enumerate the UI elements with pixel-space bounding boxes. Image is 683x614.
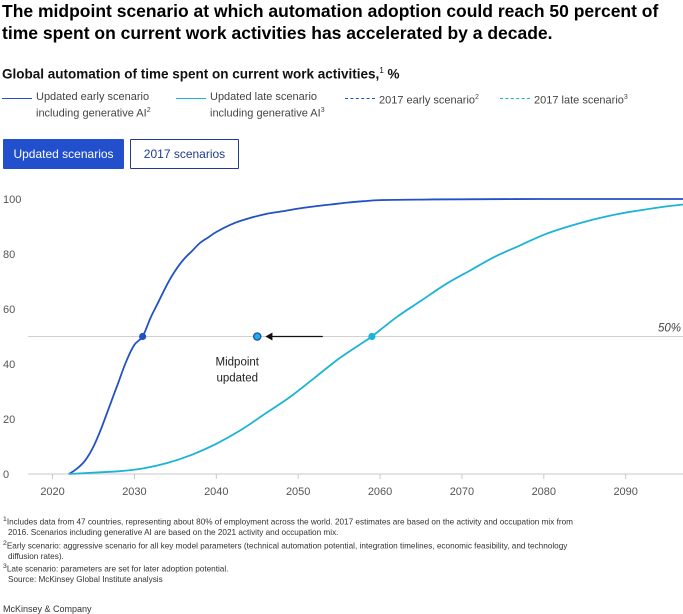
x-tick-label: 2080 <box>532 486 556 498</box>
footnote-3-ref: 3 <box>3 563 7 571</box>
x-tick-label: 2090 <box>613 486 637 498</box>
series-line-updated-early <box>68 198 683 475</box>
midpoint-marker <box>139 332 147 341</box>
subtitle-text: Global automation of time spent on curre… <box>2 66 380 82</box>
legend-text-2017-early: 2017 early scenario <box>379 94 476 107</box>
y-tick-label: 60 <box>3 304 15 316</box>
legend-swatch-2017-early <box>345 98 375 99</box>
brand-name: McKinsey & Company <box>3 604 92 614</box>
annotation-midpoint-line1: Midpoint <box>216 357 260 369</box>
footnote-3: 3Late scenario: parameters are set for l… <box>3 562 675 575</box>
legend-item-updated-late: Updated late scenario including generati… <box>176 91 340 121</box>
legend-sup-updated-late: 3 <box>320 107 325 114</box>
footnote-1-text: Includes data from 47 countries, represe… <box>6 517 573 527</box>
x-tick-label: 2070 <box>450 486 474 498</box>
x-tick-label: 2050 <box>286 486 310 498</box>
series-line-updated-late <box>68 203 683 475</box>
footnote-3-text: Late scenario: parameters are set for la… <box>6 564 229 574</box>
legend-label-updated-late: Updated late scenario including generati… <box>210 91 340 121</box>
legend-swatch-2017-late <box>500 98 530 99</box>
updated-scenarios-button[interactable]: Updated scenarios <box>3 139 124 169</box>
legend-swatch-updated-late <box>176 98 206 99</box>
source-note: Source: McKinsey Global Institute analys… <box>8 575 163 585</box>
footnote-1: 1Includes data from 47 countries, repres… <box>3 515 675 528</box>
footnote-2-continued: diffusion rates). <box>8 551 64 561</box>
legend-label-2017-early: 2017 early scenario2 <box>379 91 479 108</box>
midpoint-marker <box>252 332 262 341</box>
midpoint-arrow-head <box>265 332 273 341</box>
footnote-2-ref: 2 <box>3 539 7 547</box>
reference-line-label: 50% <box>658 323 681 335</box>
legend-item-2017-early: 2017 early scenario2 <box>345 91 479 108</box>
annotation-midpoint-line2: updated <box>216 373 258 385</box>
legend: Updated early scenario including generat… <box>0 91 683 121</box>
legend-item-updated-early: Updated early scenario including generat… <box>2 91 166 121</box>
footnote-1-ref: 1 <box>3 516 7 523</box>
legend-text-updated-early: Updated early scenario including generat… <box>36 91 150 120</box>
chart-subtitle: Global automation of time spent on curre… <box>2 66 400 82</box>
midpoint-marker <box>368 332 376 341</box>
y-tick-label: 40 <box>3 359 15 371</box>
x-tick-label: 2060 <box>368 486 392 498</box>
footnote-2: 2Early scenario: aggressive scenario for… <box>3 539 675 552</box>
2017-scenarios-button[interactable]: 2017 scenarios <box>130 139 239 169</box>
footnotes: 1Includes data from 47 countries, repres… <box>3 515 675 586</box>
y-tick-label: 100 <box>3 194 21 206</box>
x-tick-label: 2020 <box>40 486 64 498</box>
legend-label-2017-late: 2017 late scenario3 <box>534 91 628 108</box>
legend-swatch-updated-early <box>2 98 32 99</box>
y-tick-label: 80 <box>3 249 15 261</box>
subtitle-unit: % <box>383 66 400 82</box>
y-tick-label: 0 <box>3 469 9 481</box>
footnote-1-continued: 2016. Scenarios including generative AI … <box>8 528 339 538</box>
x-tick-label: 2030 <box>122 486 146 498</box>
x-tick-label: 2040 <box>204 486 228 498</box>
legend-sup-updated-early: 2 <box>146 107 151 114</box>
subtitle-footnote-ref: 1 <box>379 66 384 75</box>
legend-sup-2017-late: 3 <box>623 94 628 101</box>
chart-title: The midpoint scenario at which automatio… <box>2 1 659 43</box>
legend-text-updated-late: Updated late scenario including generati… <box>210 91 321 120</box>
y-tick-label: 20 <box>3 414 15 426</box>
footnote-2-text: Early scenario: aggressive scenario for … <box>6 541 568 551</box>
legend-label-updated-early: Updated early scenario including generat… <box>36 91 166 121</box>
legend-item-2017-late: 2017 late scenario3 <box>500 91 628 108</box>
legend-sup-2017-early: 2 <box>475 94 479 101</box>
legend-text-2017-late: 2017 late scenario <box>534 94 624 107</box>
